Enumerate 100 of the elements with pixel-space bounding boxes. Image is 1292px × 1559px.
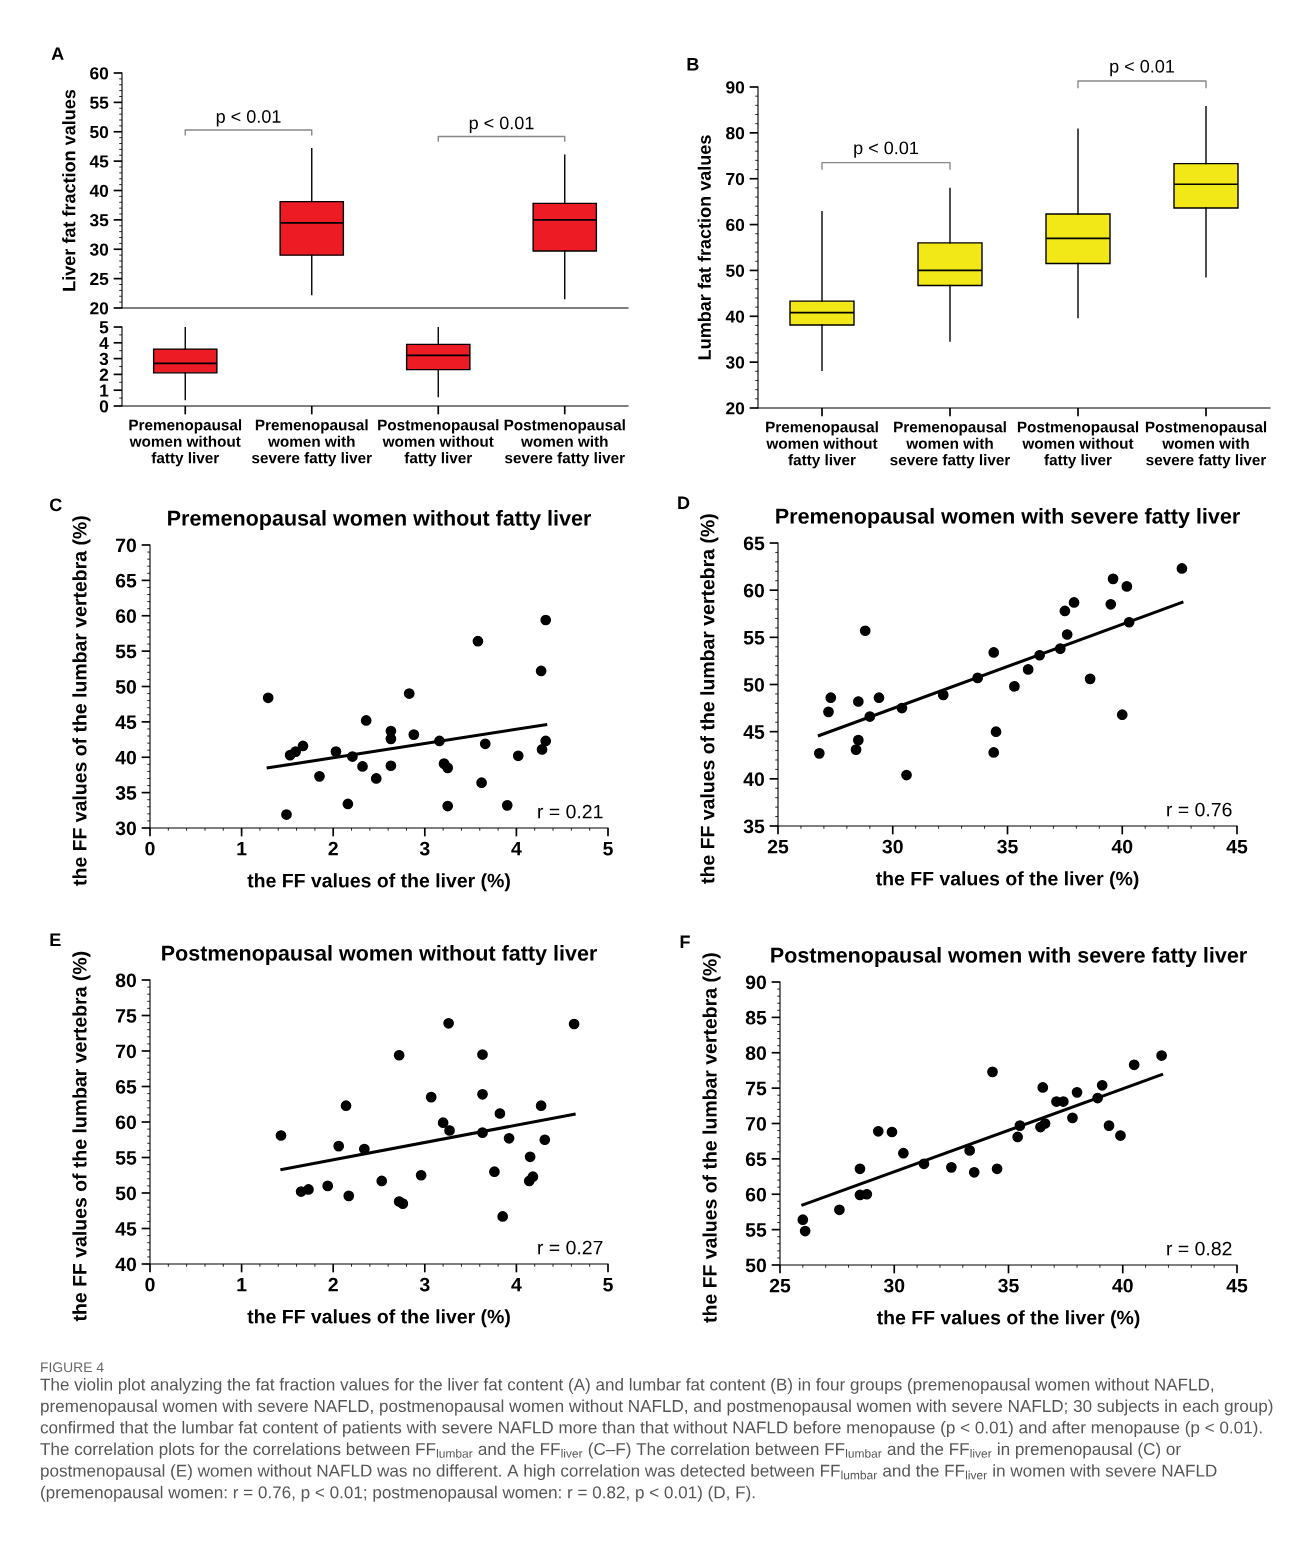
y-tick-label: 40 xyxy=(743,772,765,787)
y-tick-label: 50 xyxy=(743,677,765,692)
y-tick-label: 90 xyxy=(745,975,767,990)
chart-title: Premenopausal women without fatty liver xyxy=(168,509,592,531)
x-tick-label: Premenopausal women with severe fatty liver xyxy=(251,419,372,467)
x-tick-label: 3 xyxy=(419,841,430,856)
y-axis-title: Lumbar fat fraction values xyxy=(697,135,711,360)
x-tick-label: Premenopausal women without fatty liver xyxy=(129,419,242,467)
y-tick-label: 60 xyxy=(90,67,109,80)
x-tick-label: Premenopausal women without fatty liver xyxy=(766,421,878,469)
y-axis-title: the FF values of the lumbar vertebra (%) xyxy=(702,953,721,1323)
annotation: p < 0.01 xyxy=(216,110,281,127)
text: D xyxy=(678,496,690,510)
x-tick-label: 5 xyxy=(603,1277,613,1292)
x-tick-label: Postmenopausal women with severe fatty liver xyxy=(1145,421,1267,469)
y-tick-label: 35 xyxy=(89,214,109,227)
chart-title: Premenopausal women with severe fatty liver xyxy=(776,507,1240,529)
y-tick-label: 85 xyxy=(745,1010,767,1025)
y-tick-label: 55 xyxy=(745,1223,767,1237)
x-tick-label: 2 xyxy=(328,1277,338,1292)
x-tick-label: 25 xyxy=(769,1278,791,1293)
y-tick-label: 60 xyxy=(115,609,137,623)
y-tick-label: 30 xyxy=(725,356,745,369)
y-tick-label: 40 xyxy=(115,750,137,765)
x-tick-label: 30 xyxy=(883,1278,905,1293)
y-tick-label: 65 xyxy=(745,1152,767,1167)
y-tick-label: 25 xyxy=(90,272,109,286)
y-tick-label: 50 xyxy=(115,679,137,694)
y-tick-label: 4 xyxy=(99,337,109,350)
y-tick-label: 5 xyxy=(99,321,109,334)
x-tick-label: 1 xyxy=(237,841,247,856)
text: B xyxy=(687,57,699,71)
y-tick-label: 55 xyxy=(743,631,765,645)
y-axis-title: the FF values of the lumbar vertebra (%) xyxy=(700,514,719,884)
y-tick-label: 55 xyxy=(115,644,137,659)
y-tick-label: 45 xyxy=(115,1222,137,1236)
x-tick-label: 35 xyxy=(997,839,1018,854)
x-axis-title: the FF values of the liver (%) xyxy=(247,1309,510,1328)
x-tick-label: 35 xyxy=(998,1278,1019,1293)
y-tick-label: 50 xyxy=(115,1186,137,1201)
y-tick-label: 35 xyxy=(743,819,765,834)
y-tick-label: 2 xyxy=(99,368,109,381)
caption: FIGURE 4 xyxy=(41,1362,104,1373)
x-tick-label: 0 xyxy=(145,841,155,856)
y-tick-label: 65 xyxy=(115,1079,137,1094)
y-tick-label: 40 xyxy=(115,1257,137,1272)
y-tick-label: 55 xyxy=(90,96,109,109)
y-tick-label: 30 xyxy=(89,243,109,256)
y-tick-label: 75 xyxy=(746,1081,767,1096)
y-tick-label: 65 xyxy=(115,573,137,588)
x-tick-label: 40 xyxy=(1112,1278,1133,1293)
annotation: p < 0.01 xyxy=(469,116,534,133)
y-tick-label: 45 xyxy=(743,725,765,739)
x-tick-label: Postmenopausal women with severe fatty liver xyxy=(504,419,625,467)
y-tick-label: 60 xyxy=(743,583,765,598)
y-tick-label: 50 xyxy=(745,1258,767,1273)
y-tick-label: 55 xyxy=(115,1151,137,1165)
x-tick-label: 45 xyxy=(1226,839,1248,854)
x-tick-label: Premenopausal women with severe fatty liver xyxy=(890,421,1011,469)
chart-title: Postmenopausal women without fatty liver xyxy=(162,944,597,966)
y-tick-label: 70 xyxy=(116,1044,137,1059)
text: A xyxy=(51,47,64,60)
y-tick-label: 80 xyxy=(115,973,137,988)
y-tick-label: 45 xyxy=(89,155,109,168)
y-tick-label: 20 xyxy=(90,302,109,315)
x-axis-title: the FF values of the liver (%) xyxy=(247,873,510,892)
x-tick-label: 3 xyxy=(419,1277,430,1292)
y-axis-title: Liver fat fraction values xyxy=(62,89,76,291)
y-axis-title: the FF values of the lumbar vertebra (%) xyxy=(72,951,91,1322)
x-axis-title: the FF values of the liver (%) xyxy=(875,871,1139,890)
text: The violin plot analyzing the fat fraction values for the liver fat content (A) and lumbar fat content (B) in four groups (premenopausal women without NAFLD, premenopausal women with severe NAFLD, postmenopausal women without NAFLD, and postmenopausal women with severe NAFLD; 30 subjects in each group) confirmed that the lumbar fat content of patients with severe NAFLD more than that without NAFLD before menopause (p < 0.01) and after menopause (p < 0.01). The correlation plots for the correlations between FF$_{lumbar}$ and the FF$_{liver}$ (C–F) The correlation between FF$_{lumbar}$ and the FF$_{liver}$ in premenopausal (C) or postmenopausal (E) women without NAFLD was no different. A high correlation was detected between FF$_{lumbar}$ and the FF$_{liver}$ in women with severe NAFLD (premenopausal women: r = 0.76, p < 0.01; postmenopausal women: r = 0.82, p < 0.01) (D, F). xyxy=(40,1378,1273,1502)
y-tick-label: 45 xyxy=(115,715,137,730)
x-tick-label: Postmenopausal women without fatty liver xyxy=(378,419,499,467)
annotation: r = 0.27 xyxy=(538,1240,603,1255)
x-tick-label: 2 xyxy=(328,841,338,856)
y-tick-label: 30 xyxy=(115,821,137,836)
annotation: r = 0.21 xyxy=(538,804,603,819)
y-tick-label: 20 xyxy=(726,402,745,415)
y-tick-label: 70 xyxy=(116,538,137,553)
x-tick-label: 5 xyxy=(603,841,613,856)
y-tick-label: 70 xyxy=(746,1116,767,1131)
x-tick-label: 1 xyxy=(237,1277,247,1292)
annotation: r = 0.82 xyxy=(1167,1241,1232,1256)
x-axis-title: the FF values of the liver (%) xyxy=(876,1310,1140,1329)
y-tick-label: 75 xyxy=(116,1009,137,1023)
y-tick-label: 40 xyxy=(725,310,745,323)
y-tick-label: 1 xyxy=(100,384,109,397)
y-tick-label: 60 xyxy=(745,1187,767,1202)
x-tick-label: 40 xyxy=(1111,839,1133,854)
x-tick-label: 45 xyxy=(1226,1278,1248,1293)
y-tick-label: 80 xyxy=(745,1046,767,1060)
y-tick-label: 70 xyxy=(726,172,745,186)
annotation: r = 0.76 xyxy=(1167,802,1232,817)
x-tick-label: 0 xyxy=(145,1277,155,1292)
x-tick-label: Postmenopausal women without fatty liver xyxy=(1017,421,1139,469)
x-tick-label: 30 xyxy=(882,839,903,854)
text: p < 0.01 xyxy=(1110,59,1174,77)
annotation: p < 0.01 xyxy=(854,141,918,158)
y-tick-label: 50 xyxy=(90,125,109,139)
chart-title: Postmenopausal women with severe fatty liver xyxy=(771,946,1247,968)
